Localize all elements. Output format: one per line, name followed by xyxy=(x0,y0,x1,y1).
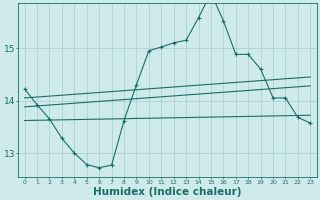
X-axis label: Humidex (Indice chaleur): Humidex (Indice chaleur) xyxy=(93,187,242,197)
